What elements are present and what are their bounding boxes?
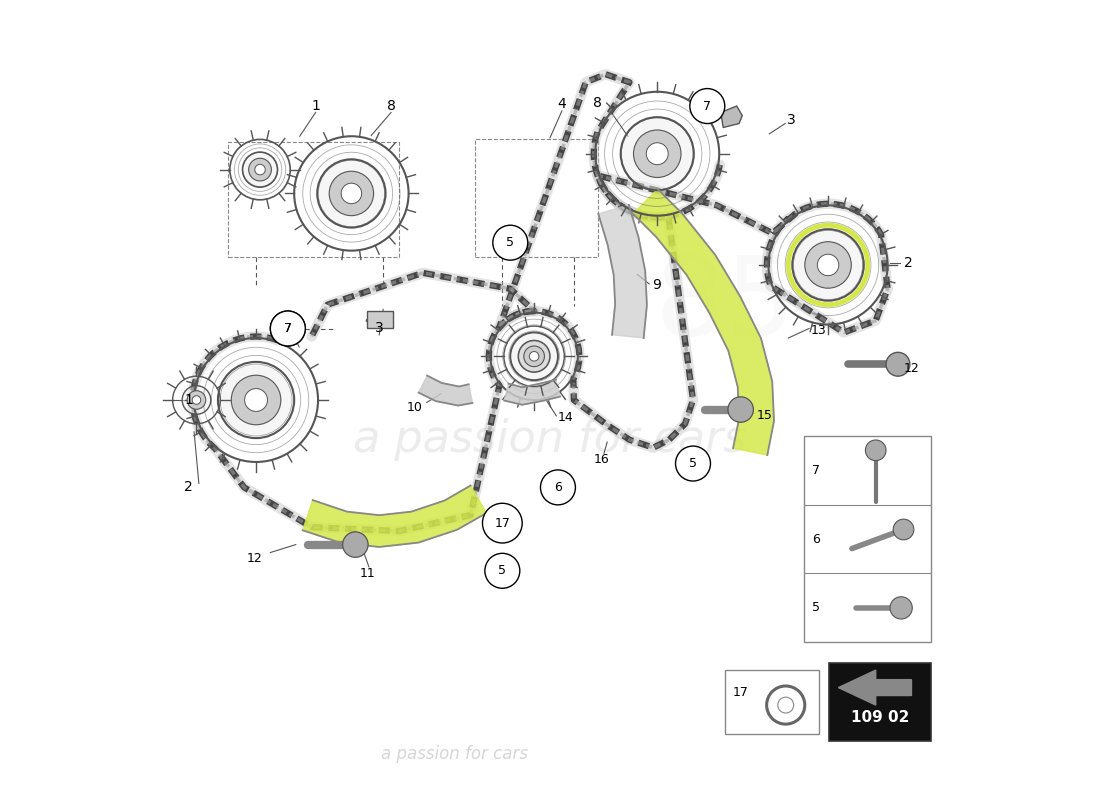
Text: 13: 13 [811, 323, 826, 337]
Text: 7: 7 [812, 464, 821, 477]
Polygon shape [632, 189, 774, 455]
Circle shape [540, 470, 575, 505]
Circle shape [192, 396, 201, 404]
Text: 7: 7 [284, 322, 292, 335]
Polygon shape [598, 205, 647, 338]
Text: 12: 12 [903, 362, 920, 374]
Text: 7: 7 [703, 99, 712, 113]
Text: 10: 10 [407, 402, 422, 414]
Text: a passion for cars: a passion for cars [353, 418, 747, 462]
Circle shape [510, 333, 558, 380]
Circle shape [249, 158, 272, 181]
Circle shape [341, 183, 362, 204]
Circle shape [675, 446, 711, 481]
Circle shape [817, 254, 839, 276]
Bar [725, 670, 818, 734]
Bar [804, 436, 932, 642]
Circle shape [890, 597, 912, 619]
Circle shape [529, 351, 539, 361]
Circle shape [317, 159, 386, 228]
Circle shape [255, 164, 265, 175]
Text: 15: 15 [757, 410, 772, 422]
Text: 5: 5 [506, 236, 515, 250]
Text: 109 02: 109 02 [850, 710, 909, 725]
Circle shape [778, 697, 794, 713]
Text: 14: 14 [558, 411, 574, 424]
Circle shape [518, 341, 550, 372]
Text: 9: 9 [651, 278, 661, 292]
Text: 2: 2 [903, 256, 912, 270]
FancyBboxPatch shape [829, 663, 931, 741]
Text: 2: 2 [184, 480, 192, 494]
Bar [367, 311, 393, 329]
Circle shape [218, 362, 294, 438]
Polygon shape [720, 106, 742, 127]
Circle shape [647, 142, 668, 165]
Circle shape [634, 130, 681, 178]
Text: 1: 1 [184, 393, 192, 407]
Text: 8: 8 [593, 96, 602, 110]
Text: 8: 8 [387, 99, 396, 113]
Text: 12: 12 [246, 552, 262, 566]
Circle shape [527, 349, 541, 363]
Text: 6: 6 [554, 481, 562, 494]
Circle shape [524, 346, 544, 366]
Polygon shape [419, 375, 472, 406]
Circle shape [244, 389, 267, 411]
Circle shape [485, 554, 520, 588]
Text: 17: 17 [494, 517, 510, 530]
Text: 3: 3 [786, 114, 795, 127]
Circle shape [187, 390, 206, 410]
Text: 16: 16 [594, 453, 609, 466]
Text: 11: 11 [360, 566, 375, 580]
Text: 5: 5 [689, 457, 697, 470]
Circle shape [620, 117, 694, 190]
Text: 6: 6 [812, 533, 820, 546]
Circle shape [805, 242, 851, 288]
Circle shape [329, 171, 374, 216]
Circle shape [690, 89, 725, 123]
Text: 5: 5 [498, 564, 506, 578]
Circle shape [243, 152, 277, 187]
Circle shape [887, 352, 910, 376]
Circle shape [893, 519, 914, 540]
Circle shape [343, 532, 368, 558]
Text: 4: 4 [558, 98, 566, 111]
Polygon shape [504, 380, 560, 405]
Circle shape [518, 341, 550, 372]
Circle shape [231, 375, 280, 425]
Circle shape [271, 311, 306, 346]
Text: 5: 5 [812, 602, 821, 614]
Text: 85: 85 [654, 251, 795, 358]
Circle shape [728, 397, 754, 422]
Circle shape [866, 440, 887, 461]
Text: 7: 7 [284, 322, 292, 335]
Circle shape [493, 226, 528, 260]
Text: 3: 3 [375, 322, 384, 335]
Circle shape [483, 503, 522, 543]
Circle shape [183, 386, 211, 414]
Circle shape [792, 229, 864, 301]
Text: 1: 1 [311, 99, 320, 113]
Polygon shape [838, 670, 912, 705]
Circle shape [271, 311, 306, 346]
Text: 17: 17 [733, 686, 749, 699]
Text: a passion for cars: a passion for cars [382, 745, 528, 762]
Polygon shape [302, 486, 486, 547]
